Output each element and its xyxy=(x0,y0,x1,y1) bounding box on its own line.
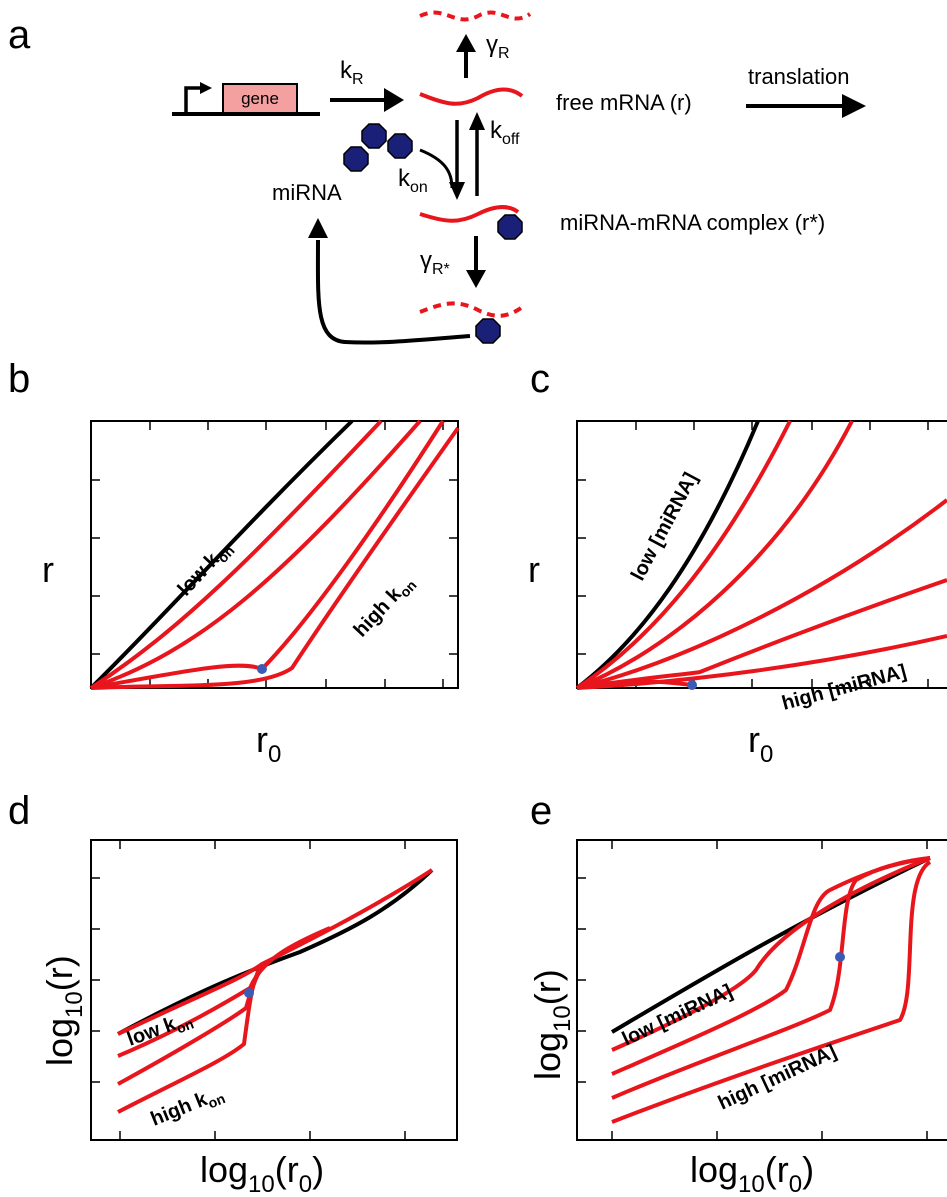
translation-arrow-head xyxy=(842,94,866,118)
complex-label: miRNA-mRNA complex (r*) xyxy=(560,210,825,235)
curve-c-low-mirna xyxy=(575,420,760,690)
plot-frame-c xyxy=(576,420,947,689)
k-off-label: koff xyxy=(490,117,520,148)
gene-box xyxy=(222,83,298,114)
curve-e-1 xyxy=(611,856,931,1052)
mirna-binding-curve xyxy=(419,148,454,189)
free-mrna xyxy=(419,87,524,106)
k-r-label: kR xyxy=(340,57,364,88)
plot-frame-d xyxy=(90,839,458,1141)
transcription-arrow-head xyxy=(384,88,404,112)
curve-c-2 xyxy=(575,420,792,690)
complex-mrna xyxy=(419,205,520,223)
ylabel-e: log10(r) xyxy=(527,969,576,1080)
plot-frame-b xyxy=(90,420,459,689)
xlabel-e: log10(r0) xyxy=(690,1149,814,1197)
degraded-mrna-bottom xyxy=(419,301,526,318)
promoter-arrow-head xyxy=(200,82,212,94)
curve-c-3 xyxy=(576,420,854,690)
curve-e-low-mirna xyxy=(610,856,931,1034)
gamma-rstar-label: γR* xyxy=(420,247,450,278)
panel-letter-c: c xyxy=(530,357,550,401)
panel-letter-a: a xyxy=(8,13,31,57)
ticks-e xyxy=(577,840,928,1140)
curve-c-4 xyxy=(576,498,947,690)
label-c-low: low [miRNA] xyxy=(627,469,702,584)
k-on-label: kon xyxy=(398,165,428,196)
curve-c-5 xyxy=(576,578,947,690)
mirna-icon xyxy=(387,133,413,159)
degraded-mrna-top xyxy=(419,10,532,22)
panel-d: d low kon high kon log10(r) log10(r0) xyxy=(8,789,458,1197)
xlabel-d: log10(r0) xyxy=(200,1149,324,1197)
panel-e: e low [miRNA] high [miRNA] log10(r) log1… xyxy=(527,789,947,1197)
panel-a: a gene kR γR free mRNA (r) translation k… xyxy=(8,10,866,345)
marker-dot-b xyxy=(257,664,267,674)
curve-e-3 xyxy=(611,856,931,1100)
plot-frame-e xyxy=(576,839,947,1141)
gamma-r-label: γR xyxy=(486,31,510,62)
ylabel-b: r xyxy=(42,549,54,590)
ylabel-c: r xyxy=(528,549,540,590)
curve-b-4 xyxy=(90,419,445,690)
panel-letter-e: e xyxy=(530,789,552,833)
recycling-arrow xyxy=(315,239,471,345)
curve-b-3 xyxy=(90,419,422,690)
panel-b: b low kon high kon r r0 xyxy=(8,357,460,768)
curve-d-low-kon xyxy=(117,868,434,1036)
gene-label: gene xyxy=(241,89,279,108)
curve-b-high-kon xyxy=(90,426,460,690)
unbinding-arrow-head xyxy=(469,112,485,130)
mirna-label: miRNA xyxy=(272,180,342,205)
recycling-arrow-head xyxy=(308,218,328,238)
panel-c: c low [miRNA] high [miRNA] r r0 xyxy=(528,357,947,768)
curve-e-2 xyxy=(611,856,931,1076)
marker-dot-c xyxy=(687,680,697,690)
promoter-arrow xyxy=(184,86,204,114)
free-mrna-label: free mRNA (r) xyxy=(556,90,692,115)
mirna-icon xyxy=(361,123,387,149)
ticks-d xyxy=(91,840,406,1140)
gamma-r-arrow-head xyxy=(456,34,476,52)
label-b-low: low kon xyxy=(174,536,238,602)
curve-b-2 xyxy=(89,419,383,690)
marker-dot-e xyxy=(835,952,845,962)
curve-b-low-kon xyxy=(89,419,354,690)
xlabel-b: r0 xyxy=(256,719,281,768)
mirna-icon xyxy=(343,146,369,172)
curve-e-high-mirna xyxy=(611,860,932,1124)
curve-d-high-kon xyxy=(117,962,264,1114)
translation-label: translation xyxy=(748,64,850,89)
label-b-high: high kon xyxy=(350,571,420,644)
bound-mirna-icon xyxy=(497,214,523,240)
marker-dot-d xyxy=(244,988,254,998)
panel-letter-d: d xyxy=(8,789,30,833)
gamma-rstar-arrow-head xyxy=(466,270,486,288)
panel-letter-b: b xyxy=(8,357,30,401)
curve-d-2 xyxy=(117,926,331,1058)
curve-c-high-mirna xyxy=(576,634,947,690)
recycled-mirna-icon xyxy=(475,318,501,344)
xlabel-c: r0 xyxy=(748,719,773,768)
ylabel-d: log10(r) xyxy=(39,955,88,1066)
